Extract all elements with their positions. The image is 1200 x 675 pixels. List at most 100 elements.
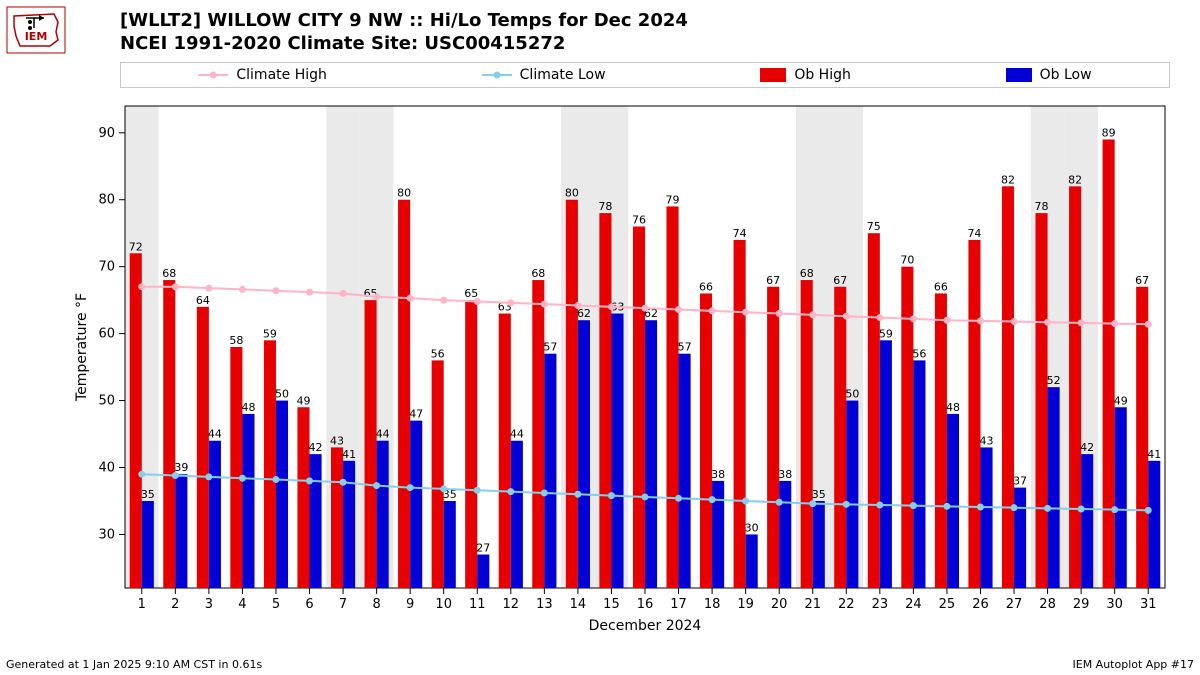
ob-low-bar [242,414,254,588]
svg-text:30: 30 [745,521,759,534]
ob-high-bar [432,360,444,588]
ob-high-bar [264,340,276,588]
svg-text:30: 30 [98,527,115,542]
svg-text:79: 79 [666,193,680,206]
svg-text:64: 64 [196,294,210,307]
svg-text:35: 35 [812,488,826,501]
svg-text:28: 28 [1039,597,1056,612]
svg-text:68: 68 [800,267,814,280]
svg-text:14: 14 [570,597,587,612]
svg-text:23: 23 [872,597,889,612]
ob-high-bar [130,253,142,588]
svg-text:78: 78 [1035,200,1049,213]
legend-ob-high: Ob High [760,67,851,83]
svg-text:9: 9 [406,597,414,612]
svg-text:41: 41 [1147,448,1161,461]
svg-text:48: 48 [946,401,960,414]
svg-text:47: 47 [409,408,423,421]
ob-high-bar [297,407,309,588]
legend-ob-low: Ob Low [1006,67,1092,83]
svg-text:12: 12 [503,597,520,612]
ob-low-bar [913,360,925,588]
svg-text:1: 1 [138,597,146,612]
legend: Climate High Climate Low Ob High Ob Low [120,62,1170,88]
svg-text:82: 82 [1068,173,1082,186]
ob-low-bar [142,501,154,588]
logo-text: IEM [25,30,48,43]
ob-high-bar [499,314,511,588]
svg-text:80: 80 [397,187,411,200]
legend-ob-high-label: Ob High [794,67,851,83]
svg-text:67: 67 [766,274,780,287]
ob-low-bar [377,441,389,588]
ob-high-bar [1136,287,1148,588]
ob-low-bar [511,441,523,588]
svg-text:Temperature °F: Temperature °F [74,293,90,402]
svg-text:50: 50 [275,388,289,401]
svg-text:15: 15 [603,597,620,612]
ob-low-bar [444,501,456,588]
ob-high-bar [398,200,410,588]
svg-text:42: 42 [309,441,323,454]
ob-high-bar [700,293,712,588]
svg-text:75: 75 [867,220,881,233]
svg-text:43: 43 [980,434,994,447]
legend-climate-high: Climate High [198,67,327,83]
ob-low-bar [544,354,556,588]
ob-low-bar [276,401,288,588]
title-line-2: NCEI 1991-2020 Climate Site: USC00415272 [120,33,688,56]
ob-high-bar [1002,186,1014,588]
legend-climate-low: Climate Low [482,67,606,83]
svg-text:41: 41 [342,448,356,461]
ob-low-bar [880,340,892,588]
ob-low-bar [175,474,187,588]
ob-low-bar [679,354,691,588]
legend-climate-low-label: Climate Low [520,67,606,83]
svg-text:20: 20 [771,597,788,612]
ob-low-bar [410,421,422,588]
ob-high-bar [968,240,980,588]
ob-low-bar [779,481,791,588]
ob-high-bar [1103,139,1115,588]
svg-text:74: 74 [967,227,981,240]
ob-high-bar [633,227,645,589]
svg-text:67: 67 [833,274,847,287]
ob-high-bar [935,293,947,588]
svg-text:27: 27 [1006,597,1023,612]
ob-high-bar [163,280,175,588]
ob-high-bar [901,267,913,588]
ob-low-bar [310,454,322,588]
ob-low-bar [1048,387,1060,588]
ob-low-bar [477,555,489,588]
svg-text:3: 3 [205,597,213,612]
svg-text:57: 57 [543,341,557,354]
svg-text:29: 29 [1073,597,1090,612]
ob-high-bar [801,280,813,588]
legend-ob-low-label: Ob Low [1040,67,1092,83]
ob-high-bar [734,240,746,588]
svg-text:27: 27 [476,542,490,555]
legend-climate-high-label: Climate High [236,67,327,83]
svg-text:19: 19 [737,597,754,612]
ob-low-bar [1014,488,1026,588]
svg-text:72: 72 [129,240,143,253]
svg-text:82: 82 [1001,173,1015,186]
svg-text:4: 4 [238,597,246,612]
svg-text:44: 44 [510,428,524,441]
ob-low-bar [611,314,623,588]
temperature-chart: 3040506070809012345678910111213141516171… [70,96,1180,636]
ob-low-bar [1115,407,1127,588]
svg-text:44: 44 [208,428,222,441]
svg-text:38: 38 [778,468,792,481]
svg-text:44: 44 [376,428,390,441]
svg-text:56: 56 [912,347,926,360]
svg-text:25: 25 [939,597,956,612]
ob-low-bar [1081,454,1093,588]
svg-text:December 2024: December 2024 [589,618,702,634]
svg-text:70: 70 [900,254,914,267]
ob-low-swatch [1006,68,1032,82]
chart-page: { "logo": { "text": "IEM" }, "title_line… [0,0,1200,675]
svg-text:62: 62 [577,307,591,320]
ob-high-bar [1036,213,1048,588]
svg-text:68: 68 [162,267,176,280]
